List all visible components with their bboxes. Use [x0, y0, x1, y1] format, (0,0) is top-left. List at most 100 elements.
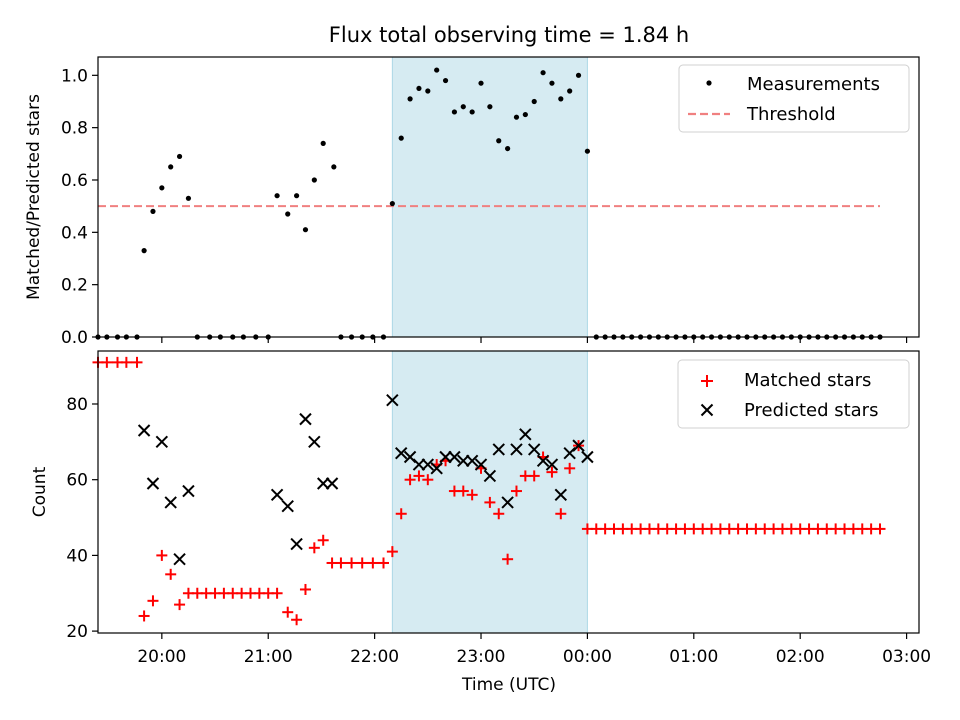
- measurement-point: [311, 177, 317, 183]
- predicted-star-point: [316, 477, 330, 490]
- predicted-star-point: [270, 488, 284, 502]
- measurement-point: [302, 227, 309, 233]
- predicted-star-point: [519, 428, 532, 441]
- legend-predicted-label: Predicted stars: [744, 400, 878, 421]
- top-legend: Measurements Threshold: [678, 64, 910, 133]
- measurement-point: [505, 145, 511, 152]
- matched-star-point: [335, 557, 347, 569]
- bottom-y-axis: 20 40 60 80: [66, 395, 98, 642]
- x-tick-label: 02:00: [776, 647, 825, 667]
- matched-star-point: [308, 542, 320, 554]
- legend-threshold-label: Threshold: [746, 104, 836, 125]
- x-tick-label: 21:00: [244, 647, 293, 667]
- measurement-point: [522, 111, 528, 118]
- measurement-point: [389, 200, 395, 207]
- matched-star-point: [404, 474, 416, 486]
- predicted-star-point: [501, 496, 514, 509]
- legend-matched-marker: [701, 375, 713, 387]
- measurement-point: [425, 88, 431, 94]
- measurement-point: [549, 80, 555, 86]
- matched-star-point: [147, 595, 159, 607]
- predicted-star-point: [510, 443, 523, 456]
- matched-star-point: [291, 614, 303, 626]
- matched-points-layer: [92, 356, 886, 626]
- measurement-point: [496, 138, 502, 144]
- matched-star-point: [493, 508, 505, 520]
- measurement-point: [540, 70, 546, 76]
- predicted-star-point: [386, 394, 399, 407]
- matched-star-point: [138, 610, 150, 622]
- x-tick-label: 23:00: [457, 647, 506, 667]
- bottom-y-axis-label: Count: [30, 466, 50, 517]
- predicted-star-point: [572, 439, 585, 452]
- matched-star-point: [174, 599, 186, 611]
- measurement-point: [575, 72, 582, 78]
- matched-star-point: [377, 557, 389, 569]
- measurement-point: [531, 98, 537, 105]
- predicted-star-point: [421, 458, 435, 471]
- top-legend-box: [678, 64, 910, 133]
- measurement-point: [331, 164, 337, 170]
- legend-measurements-label: Measurements: [747, 74, 880, 95]
- matched-star-point: [510, 485, 522, 497]
- matched-star-point: [156, 549, 168, 561]
- measurement-point: [584, 148, 591, 154]
- top-y-tick-label: 0.2: [61, 276, 88, 296]
- matched-star-point: [564, 462, 576, 474]
- predicted-star-point: [290, 537, 303, 551]
- predicted-star-point: [155, 435, 169, 449]
- measurement-point: [478, 80, 484, 86]
- matched-star-point: [299, 583, 311, 595]
- matched-star-point: [346, 557, 358, 569]
- predicted-star-point: [581, 450, 594, 464]
- predicted-star-point: [492, 443, 505, 456]
- top-y-axis-label: Matched/Predicted stars: [24, 94, 44, 300]
- chart-title: Flux total observing time = 1.84 h: [329, 23, 689, 47]
- bottom-axes-frame: [97, 350, 920, 634]
- bottom-y-tick-label: 60: [66, 471, 88, 491]
- predicted-star-point: [554, 488, 568, 502]
- measurement-point: [416, 85, 422, 92]
- predicted-star-point: [465, 454, 479, 467]
- top-y-tick-label: 0.4: [61, 223, 88, 243]
- top-y-tick-label: 1.0: [61, 66, 88, 86]
- measurement-point: [460, 104, 466, 110]
- measurement-point: [513, 114, 520, 120]
- measurement-point: [434, 67, 440, 73]
- predicted-points-layer: [137, 394, 594, 566]
- x-tick-label: 01:00: [669, 647, 718, 667]
- matched-star-point: [484, 496, 496, 508]
- x-tick-label: 20:00: [137, 647, 186, 667]
- top-panel: 0.0 0.2 0.4 0.6 0.8 1.0 Matched/Predicted sta…: [24, 56, 920, 348]
- bottom-panel: 20 40 60 80 20:00 21:00 22:00 23:00 00:00 01:00 0…: [30, 350, 931, 695]
- matched-star-point: [546, 466, 558, 478]
- predicted-star-point: [299, 412, 312, 426]
- top-y-tick-label: 0.8: [61, 119, 88, 139]
- measurement-point: [469, 109, 475, 115]
- matched-star-point: [131, 356, 143, 368]
- predicted-star-point: [308, 435, 321, 449]
- matched-star-point: [466, 489, 478, 501]
- top-y-axis: 0.0 0.2 0.4 0.6 0.8 1.0: [61, 66, 98, 348]
- top-shaded-window: [391, 56, 588, 338]
- matched-star-point: [101, 356, 113, 368]
- measurement-point: [442, 77, 449, 84]
- matched-star-point: [317, 534, 329, 546]
- measurement-point: [141, 248, 147, 254]
- measurement-point: [451, 109, 458, 115]
- predicted-star-point: [545, 458, 559, 471]
- predicted-star-point: [483, 469, 497, 483]
- measurement-point: [487, 104, 493, 110]
- matched-star-point: [367, 557, 379, 569]
- predicted-star-point: [395, 446, 408, 460]
- matched-star-point: [528, 470, 540, 482]
- matched-star-point: [386, 546, 398, 558]
- measurement-point: [168, 164, 174, 170]
- predicted-star-point: [325, 477, 339, 490]
- measurement-point: [558, 96, 564, 102]
- matched-star-point: [282, 606, 294, 618]
- matched-star-point: [395, 508, 407, 520]
- measurement-point: [294, 193, 300, 199]
- predicted-star-point: [164, 496, 177, 509]
- measurement-point: [185, 195, 192, 201]
